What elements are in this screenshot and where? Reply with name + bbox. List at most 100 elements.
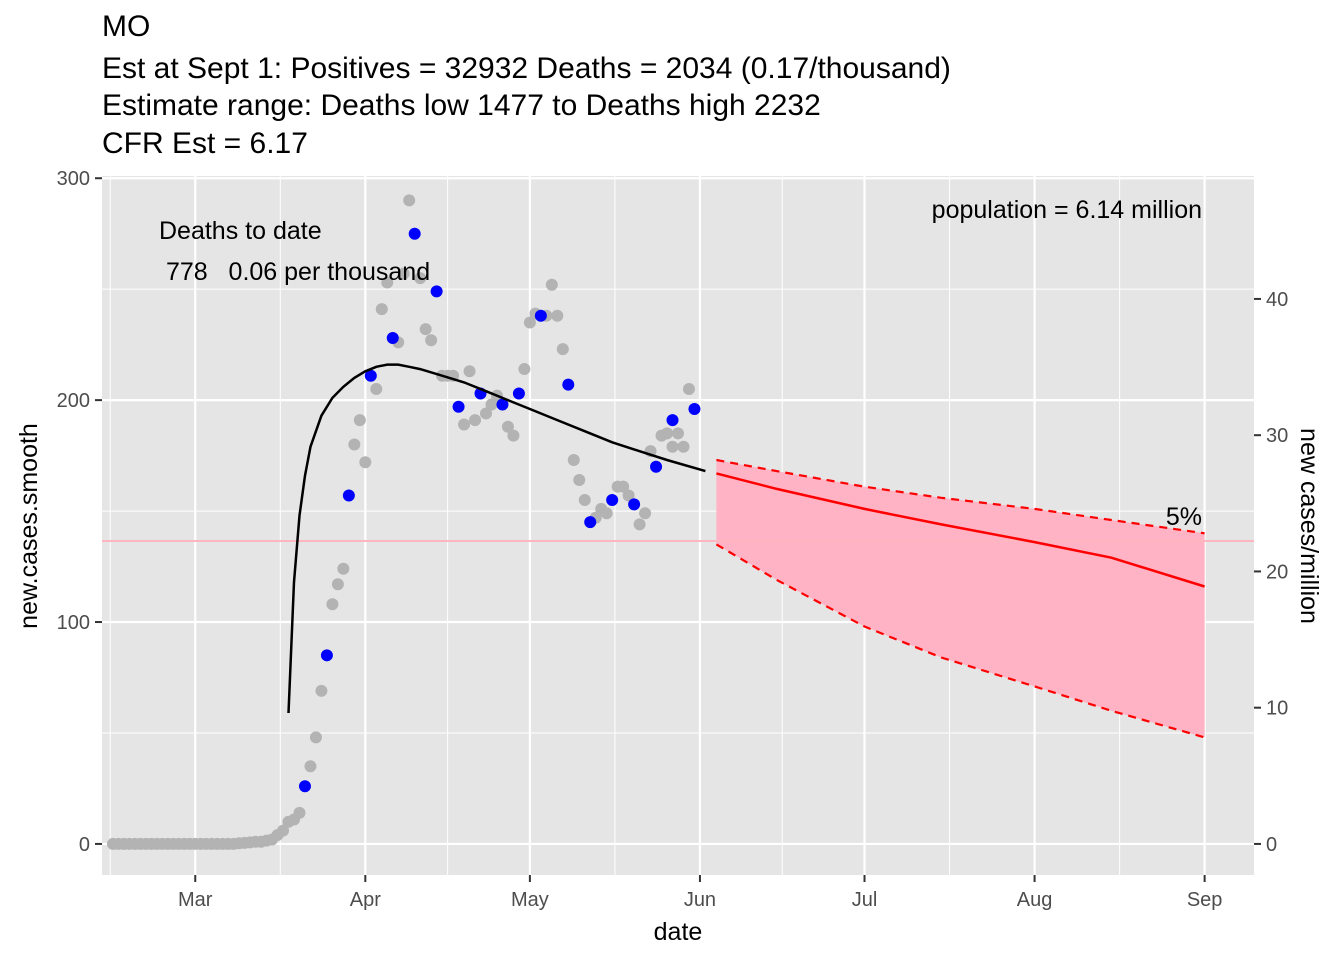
data-point-gray [639, 507, 652, 520]
data-point-gray [633, 518, 646, 531]
data-point-gray [414, 272, 427, 285]
data-point-blue [688, 403, 701, 415]
data-point-gray [337, 562, 350, 575]
data-point-gray [501, 420, 514, 433]
data-point-gray [573, 474, 586, 487]
data-point-gray [507, 429, 520, 442]
x-tick-label: Jul [852, 889, 878, 911]
data-point-gray [545, 278, 558, 291]
x-tick-label: Jun [684, 889, 716, 911]
title-line-4: CFR Est = 6.17 [102, 127, 308, 160]
data-point-blue [534, 309, 547, 322]
data-point-gray [309, 731, 322, 744]
x-axis-title: date [654, 918, 703, 946]
data-point-blue [386, 331, 399, 344]
data-point-blue [512, 387, 525, 400]
data-point-gray [523, 316, 536, 329]
y-tick-label: 100 [57, 612, 90, 634]
data-point-blue [628, 498, 641, 511]
data-point-blue [452, 400, 465, 413]
data-point-gray [485, 398, 498, 411]
x-tick-label: Apr [350, 889, 381, 911]
data-point-gray [375, 303, 388, 316]
title-line-1: MO [102, 10, 150, 43]
data-point-gray [463, 365, 476, 378]
data-point-blue [298, 780, 311, 793]
data-point-blue [666, 414, 679, 427]
x-axis: Mar Apr May Jun Jul Aug Sep [178, 875, 1222, 911]
data-point-gray [326, 598, 339, 611]
data-point-gray [622, 489, 635, 502]
blue-points [298, 227, 701, 793]
data-point-blue [364, 369, 377, 382]
x-tick-label: Aug [1017, 889, 1053, 911]
percent-label: 5% [1166, 503, 1202, 531]
data-point-gray [672, 427, 684, 440]
data-point-gray [518, 363, 531, 376]
data-point-blue [562, 378, 575, 391]
data-point-gray [304, 760, 317, 773]
data-point-gray [419, 323, 432, 336]
fit-line [287, 363, 706, 714]
x-tick-label: Sep [1187, 889, 1223, 911]
data-point-gray [359, 456, 372, 469]
data-point-gray [682, 383, 695, 396]
data-point-gray [617, 480, 630, 493]
data-point-blue [430, 285, 443, 298]
data-point-gray [381, 276, 394, 289]
projection-band [716, 460, 1205, 738]
y-right-tick-label: 40 [1266, 289, 1288, 311]
fit-and-projection-lines [287, 363, 1205, 739]
data-point-blue [606, 493, 619, 506]
projection-high-line [716, 458, 1205, 535]
chart-title: MO Est at Sept 1: Positives = 32932 Deat… [102, 10, 951, 160]
data-point-gray [480, 407, 492, 420]
data-point-blue [584, 516, 597, 529]
data-point-gray [293, 806, 306, 819]
projection-low-line [715, 543, 1205, 739]
data-point-gray [425, 334, 438, 347]
data-point-blue [320, 649, 333, 662]
projection-band-area [716, 460, 1205, 738]
data-point-gray [661, 427, 674, 440]
y-right-tick-label: 10 [1266, 698, 1288, 720]
y-right-tick-label: 30 [1266, 425, 1288, 447]
data-point-gray [403, 194, 416, 207]
data-point-gray [578, 493, 591, 506]
data-point-gray [277, 824, 290, 837]
data-point-gray [677, 440, 690, 453]
data-point-gray [666, 440, 679, 453]
title-line-3: Estimate range: Deaths low 1477 to Death… [102, 89, 821, 122]
y-right-tick-label: 0 [1266, 834, 1277, 856]
deaths-value: 778 0.06 per thousand [166, 258, 430, 286]
x-tick-label: May [511, 889, 549, 911]
data-point-gray [315, 684, 328, 697]
y-right-axis-title: new cases/million [1295, 428, 1323, 624]
data-point-blue [342, 489, 355, 502]
data-point-gray [556, 343, 569, 356]
title-line-2: Est at Sept 1: Positives = 32932 Deaths … [102, 52, 951, 85]
data-point-gray [551, 309, 564, 322]
data-point-gray [353, 414, 366, 427]
y-axis-title: new.cases.smooth [15, 423, 43, 629]
deaths-heading: Deaths to date [159, 217, 322, 245]
y-tick-label: 300 [57, 168, 90, 190]
data-point-blue [496, 398, 509, 411]
data-point-gray [567, 454, 580, 467]
population-label: population = 6.14 million [932, 196, 1202, 224]
y-axis-right: 0 10 20 30 40 [1254, 289, 1288, 856]
grid-lines [102, 176, 1254, 875]
y-axis-left: 0 100 200 300 [57, 168, 102, 856]
y-right-tick-label: 20 [1266, 561, 1288, 583]
data-point-gray [458, 418, 471, 431]
data-point-gray [469, 414, 482, 427]
data-point-gray [600, 507, 613, 520]
y-tick-label: 200 [57, 390, 90, 412]
projection-mid-line [716, 472, 1205, 588]
data-point-gray [397, 267, 410, 280]
data-point-blue [408, 227, 421, 240]
data-point-gray [370, 383, 383, 396]
data-point-gray [331, 578, 344, 591]
x-tick-label: Mar [178, 889, 213, 911]
